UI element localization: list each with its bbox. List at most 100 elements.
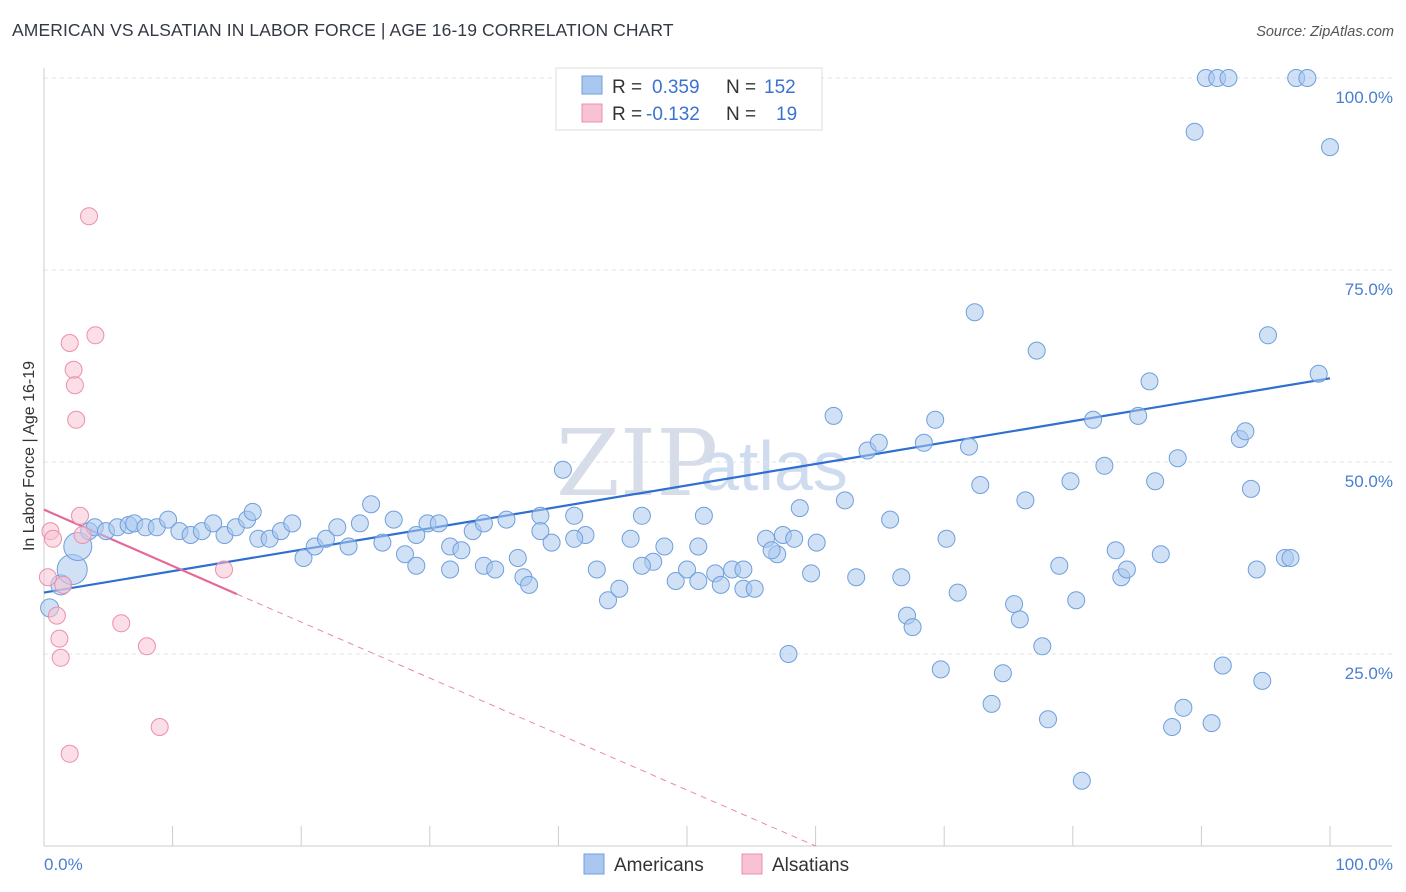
point-alsatians-17 [137,637,156,656]
point-americans-81 [892,568,911,587]
point-americans-121 [1219,69,1238,87]
point-americans-86 [931,660,950,679]
point-americans-138 [565,529,584,548]
point-americans-12 [159,510,178,529]
watermark-zip: ZIP [556,410,718,517]
chart-title: AMERICAN VS ALSATIAN IN LABOR FORCE | AG… [12,20,674,40]
point-americans-76 [835,491,854,510]
bottom-legend-americans: Americans [614,855,704,876]
point-americans-27 [317,529,335,548]
point-alsatians-19 [150,718,169,736]
point-americans-35 [407,556,426,575]
point-americans-16 [204,514,223,533]
point-alsatians-18 [215,560,233,579]
y-axis-title: In Labor Force | Age 16-19 [21,361,38,551]
point-americans-97 [1027,341,1046,360]
point-americans-113 [1163,718,1182,736]
point-americans-79 [869,433,888,452]
point-americans-58 [655,537,674,556]
legend-swatch-alsatians [581,103,603,123]
point-alsatians-0 [38,568,57,587]
point-americans-134 [407,526,426,544]
series-americans [40,69,1339,790]
point-americans-124 [1242,479,1260,498]
point-americans-111 [1146,472,1165,491]
point-americans-94 [1005,595,1024,614]
y-tick-label-75: 75.0% [1345,280,1393,299]
point-americans-54 [610,579,629,598]
point-americans-47 [531,506,550,525]
point-alsatians-3 [47,606,66,625]
point-alsatians-2 [44,529,62,548]
point-americans-75 [824,406,843,425]
legend-n-alsatians: 19 [776,104,797,125]
legend-swatch-americans [581,75,603,95]
point-americans-89 [960,437,978,456]
point-americans-49 [553,460,572,479]
point-americans-39 [452,541,471,560]
source-credit: Source: ZipAtlas.com [1256,24,1394,40]
point-americans-64 [711,575,730,594]
point-americans-116 [1185,122,1204,141]
point-americans-42 [486,560,505,579]
point-americans-98 [1033,637,1052,656]
bottom-legend: Americans Alsatians [583,853,849,876]
y-tick-label-50: 50.0% [1345,472,1393,491]
point-americans-37 [429,514,448,533]
point-americans-140 [689,572,708,590]
point-americans-109 [1129,406,1148,425]
point-americans-136 [474,514,493,533]
trend-line-alsatians-extrapolated [236,593,816,847]
point-americans-50 [565,506,584,525]
data-points [38,69,1339,790]
point-americans-74 [807,533,826,552]
point-americans-125 [1247,560,1266,579]
point-americans-99 [1039,710,1057,729]
point-americans-34 [396,545,414,564]
y-tick-label-25: 25.0% [1345,664,1393,683]
watermark-atlas: atlas [700,427,848,505]
point-alsatians-9 [65,376,84,395]
point-americans-80 [881,510,900,529]
legend-r-label-alsatians: R = [612,104,642,125]
point-americans-90 [965,303,984,322]
point-americans-100 [1050,556,1069,575]
legend-r-americans: 0.359 [652,77,700,98]
point-americans-44 [508,549,527,567]
point-americans-123 [1236,422,1255,441]
point-americans-110 [1140,372,1159,391]
point-alsatians-13 [80,207,98,226]
point-alsatians-8 [64,360,83,379]
point-americans-108 [1117,560,1136,579]
point-americans-46 [520,575,539,594]
point-americans-56 [632,506,651,525]
point-americans-101 [1061,472,1080,491]
point-americans-43 [497,510,516,529]
point-americans-53 [599,591,617,610]
point-americans-93 [993,664,1012,683]
point-americans-24 [283,514,302,533]
point-americans-139 [632,556,651,575]
point-americans-132 [1309,364,1328,383]
tick-labels: 25.0% 50.0% 75.0% 100.0% 0.0% 100.0% [44,88,1393,874]
point-americans-96 [1016,491,1035,510]
legend-r-alsatians: -0.132 [646,104,700,125]
point-alsatians-12 [73,526,92,544]
point-americans-77 [847,568,866,587]
point-americans-61 [689,537,708,556]
point-americans-104 [1084,410,1103,429]
point-americans-103 [1072,771,1091,790]
point-americans-112 [1151,545,1170,564]
y-tick-label-100: 100.0% [1335,88,1393,107]
x-tick-label-min: 0.0% [44,855,83,874]
point-americans-129 [1281,549,1300,567]
point-americans-59 [666,572,685,590]
point-alsatians-11 [71,506,89,525]
watermark: ZIP atlas [556,410,848,517]
point-americans-137 [531,522,550,541]
legend-n-label-alsatians: N = [726,104,756,125]
point-americans-73 [802,564,821,583]
point-americans-52 [587,560,606,579]
legend: R = 0.359 N = 152 R = -0.132 N = 19 [555,67,823,131]
